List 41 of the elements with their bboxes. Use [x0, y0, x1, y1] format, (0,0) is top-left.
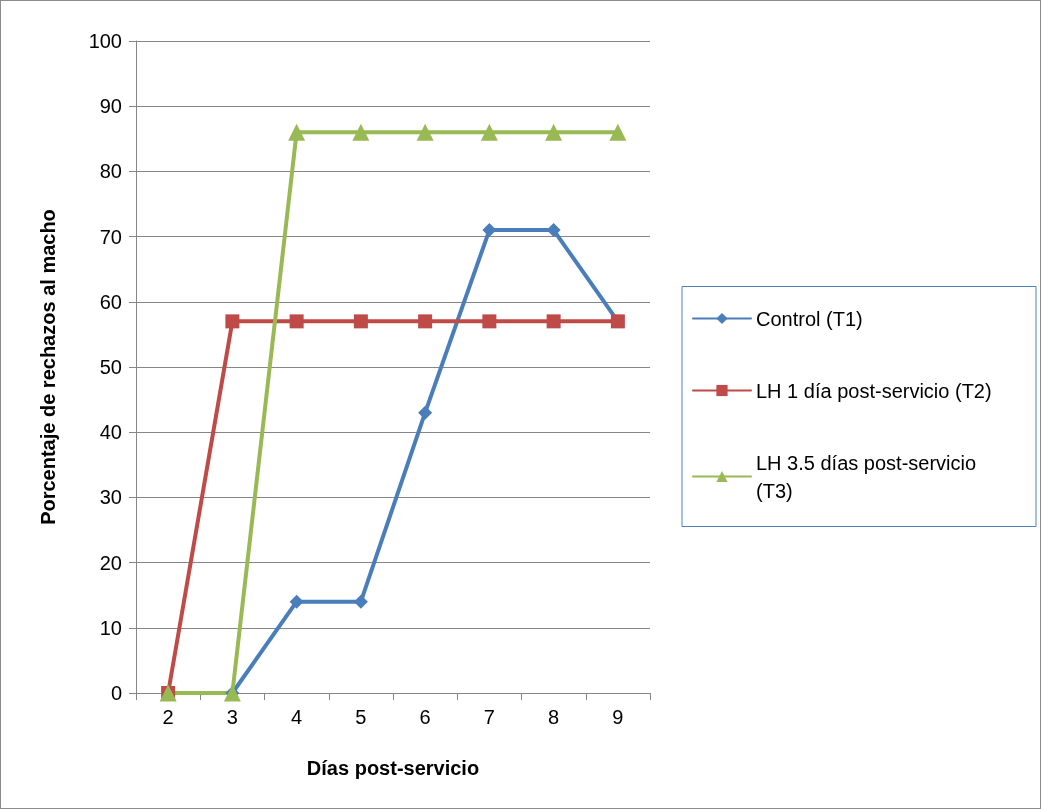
- point: [482, 314, 497, 329]
- legend-label: LH 3.5 días post-servicio (T3): [756, 451, 982, 502]
- point: [353, 594, 368, 609]
- legend-label: LH 1 día post-servicio (T2): [756, 379, 992, 402]
- x-tick-label: 8: [548, 706, 560, 728]
- y-tick-label: 90: [99, 95, 122, 118]
- y-tick-label: 50: [99, 356, 122, 378]
- point: [418, 314, 433, 329]
- y-tick-label: 100: [88, 30, 122, 52]
- x-tick-label: 4: [291, 706, 303, 728]
- point: [609, 123, 627, 141]
- y-tick-label: 30: [99, 486, 122, 509]
- x-tick-label: 5: [355, 706, 367, 728]
- point: [289, 594, 304, 609]
- point: [353, 314, 368, 329]
- point: [225, 314, 240, 329]
- point: [416, 123, 434, 141]
- x-tick-label: 9: [612, 706, 624, 728]
- point: [289, 314, 304, 329]
- y-tick-label: 70: [99, 225, 122, 248]
- y-axis-title: Porcentaje de rechazos al macho: [37, 209, 59, 525]
- point: [545, 123, 563, 141]
- legend-label: Control (T1): [756, 307, 863, 330]
- y-tick-label: 10: [99, 616, 122, 639]
- y-tick-label: 0: [110, 682, 122, 704]
- point: [482, 223, 497, 238]
- point: [288, 123, 306, 141]
- point: [352, 123, 370, 141]
- x-tick-label: 6: [419, 706, 431, 728]
- y-tick-label: 80: [99, 160, 122, 183]
- point: [418, 405, 433, 420]
- x-axis-title: Días post-servicio: [306, 757, 480, 779]
- x-tick-label: 2: [162, 706, 174, 728]
- x-tick-label: 7: [483, 706, 495, 728]
- y-tick-label: 60: [99, 290, 122, 313]
- y-tick-label: 20: [99, 551, 122, 574]
- point: [546, 223, 561, 238]
- x-tick-label: 3: [226, 706, 238, 728]
- y-tick-label: 40: [99, 421, 122, 444]
- point: [546, 314, 561, 329]
- point: [480, 123, 498, 141]
